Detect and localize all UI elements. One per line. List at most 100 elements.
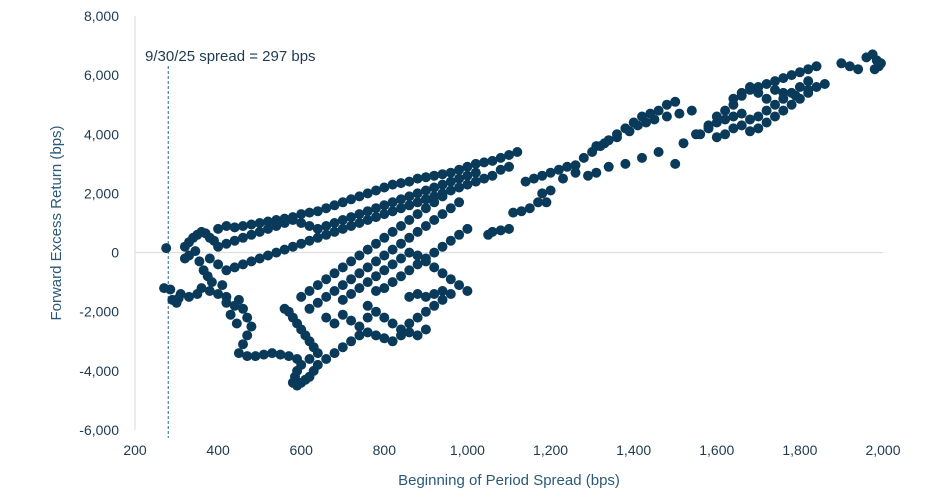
data-point [296, 218, 307, 228]
data-point [429, 289, 440, 299]
data-point [346, 221, 357, 231]
data-point [761, 93, 772, 104]
data-point [454, 182, 465, 193]
data-point [504, 150, 514, 160]
data-point [445, 235, 456, 246]
data-point [206, 277, 217, 288]
data-point [778, 87, 789, 98]
data-point [254, 253, 265, 264]
data-point [770, 99, 780, 110]
data-point [267, 348, 278, 359]
data-point [396, 324, 406, 335]
data-point [674, 108, 685, 119]
data-point [196, 283, 207, 294]
x-tick-label: 2,000 [865, 442, 900, 458]
data-point [346, 274, 357, 285]
data-point [312, 206, 323, 217]
data-point [745, 114, 755, 125]
data-point [379, 182, 390, 193]
x-tick-label: 400 [206, 442, 230, 458]
data-point [287, 241, 298, 252]
y-tick-label: 0 [111, 245, 119, 261]
data-point [404, 200, 415, 211]
data-point [329, 226, 340, 237]
data-point [412, 226, 423, 237]
data-point [379, 265, 390, 276]
data-point [213, 223, 224, 234]
y-tick-label: 4,000 [84, 126, 119, 142]
y-tick-label: 8,000 [84, 8, 119, 24]
y-tick-labels: -6,000 -4,000 -2,000 0 2,000 4,000 6,000 8,000 [79, 8, 119, 438]
data-point [462, 170, 473, 181]
data-point [321, 291, 332, 302]
data-point [487, 155, 498, 166]
x-tick-label: 1,400 [616, 442, 651, 458]
data-point [337, 223, 348, 234]
data-point [387, 336, 398, 347]
data-point [161, 243, 172, 254]
data-point [371, 212, 381, 223]
data-point [462, 286, 473, 296]
data-point [279, 244, 290, 255]
data-point [736, 87, 747, 98]
data-point [404, 215, 415, 225]
data-point [794, 67, 805, 78]
data-point [462, 161, 473, 172]
data-point [412, 188, 423, 199]
data-point [445, 203, 456, 214]
data-point [736, 108, 747, 119]
data-point [661, 111, 672, 122]
data-point [454, 280, 465, 291]
data-point [296, 238, 307, 249]
data-point [194, 256, 205, 267]
data-point [271, 247, 282, 258]
data-point [753, 87, 764, 98]
data-point [254, 226, 265, 237]
data-point [761, 79, 772, 89]
data-point [337, 280, 348, 291]
data-point [371, 286, 381, 296]
data-point [404, 176, 415, 187]
data-point [404, 318, 415, 329]
data-point [346, 194, 357, 205]
data-point [553, 164, 564, 175]
data-point [770, 111, 780, 122]
data-point [508, 207, 519, 218]
data-point [591, 141, 602, 152]
data-point [520, 176, 531, 187]
data-point [396, 271, 406, 282]
data-point [329, 286, 340, 296]
data-point [321, 221, 332, 231]
data-point [711, 132, 722, 143]
data-point [753, 123, 764, 134]
data-point [246, 321, 257, 332]
data-point [213, 241, 224, 252]
data-point [462, 223, 473, 234]
data-point [404, 247, 415, 258]
x-axis-title: Beginning of Period Spread (bps) [398, 472, 620, 489]
data-point [728, 111, 739, 122]
data-point [346, 212, 357, 223]
data-point [379, 333, 390, 344]
data-point [354, 321, 365, 332]
data-point [495, 164, 506, 175]
data-point [504, 161, 514, 172]
data-point [312, 359, 323, 370]
data-point [670, 158, 681, 169]
data-point [246, 219, 257, 230]
data-point [362, 277, 373, 288]
x-tick-label: 1,200 [533, 442, 568, 458]
data-point [396, 194, 406, 205]
data-point [337, 342, 348, 353]
data-point [404, 291, 415, 302]
data-point [404, 232, 415, 243]
data-point [213, 289, 224, 299]
data-point [811, 82, 822, 92]
data-point [429, 215, 440, 225]
data-point [159, 283, 170, 294]
data-point [603, 161, 614, 172]
data-point [745, 82, 755, 92]
data-point [745, 126, 755, 137]
data-point [396, 178, 406, 189]
data-point [412, 312, 423, 323]
